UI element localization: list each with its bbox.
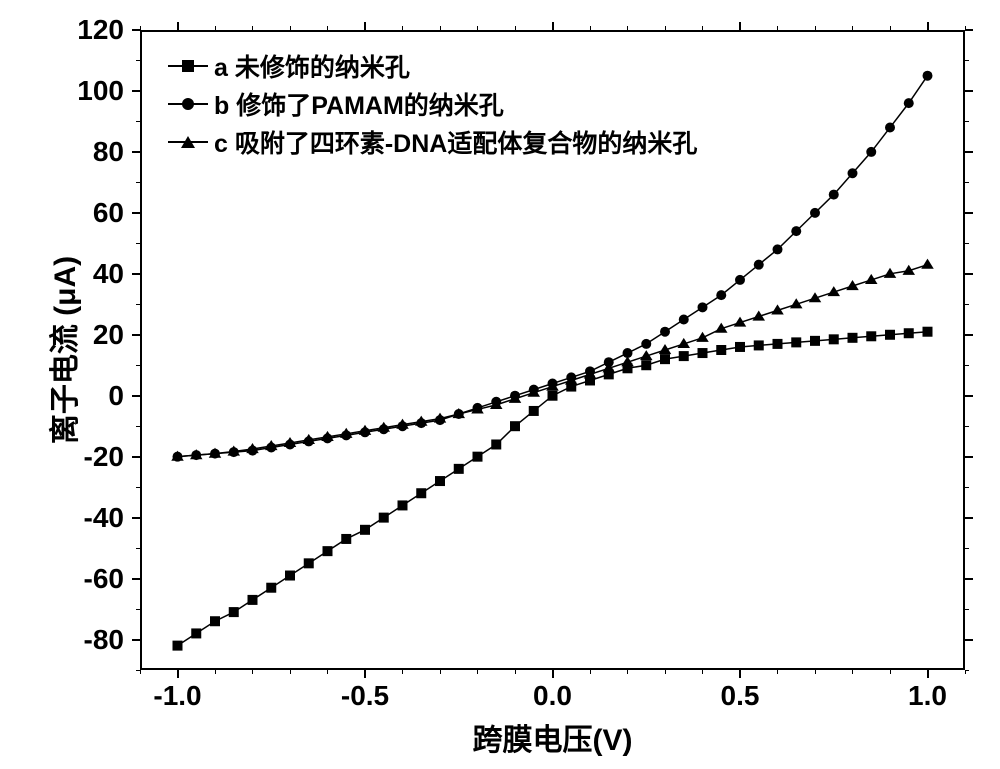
ytick-label: 40: [64, 258, 124, 290]
xtick-label: -1.0: [153, 680, 201, 712]
ytick-label: 100: [64, 75, 124, 107]
legend-label-c: c 吸附了四环素-DNA适配体复合物的纳米孔: [214, 124, 697, 160]
legend: a 未修饰的纳米孔 b 修饰了PAMAM的纳米孔 c 吸附了四环素-DNA适配体…: [160, 42, 705, 166]
ytick-label: 20: [64, 319, 124, 351]
ytick-label: 80: [64, 136, 124, 168]
ytick-label: 0: [64, 380, 124, 412]
ytick-label: 60: [64, 197, 124, 229]
xtick-label: 0.5: [721, 680, 760, 712]
legend-item-a: a 未修饰的纳米孔: [168, 48, 697, 84]
ytick-label: 120: [64, 14, 124, 46]
legend-item-c: c 吸附了四环素-DNA适配体复合物的纳米孔: [168, 124, 697, 160]
legend-marker-triangle: [168, 134, 208, 150]
legend-label-a: a 未修饰的纳米孔: [214, 48, 410, 84]
legend-marker-square: [168, 58, 208, 74]
ytick-label: -40: [64, 502, 124, 534]
xtick-label: 0.0: [533, 680, 572, 712]
ytick-label: -80: [64, 624, 124, 656]
legend-marker-circle: [168, 96, 208, 112]
xtick-label: 1.0: [908, 680, 947, 712]
x-axis-label: 跨膜电压(V): [140, 715, 965, 759]
ytick-label: -20: [64, 441, 124, 473]
legend-item-b: b 修饰了PAMAM的纳米孔: [168, 86, 697, 122]
ytick-label: -60: [64, 563, 124, 595]
xtick-label: -0.5: [341, 680, 389, 712]
legend-label-b: b 修饰了PAMAM的纳米孔: [214, 86, 504, 122]
iv-curve-chart: 离子电流 (μA) 跨膜电压(V) a 未修饰的纳米孔 b 修饰了PAMAM的纳…: [0, 0, 1000, 769]
